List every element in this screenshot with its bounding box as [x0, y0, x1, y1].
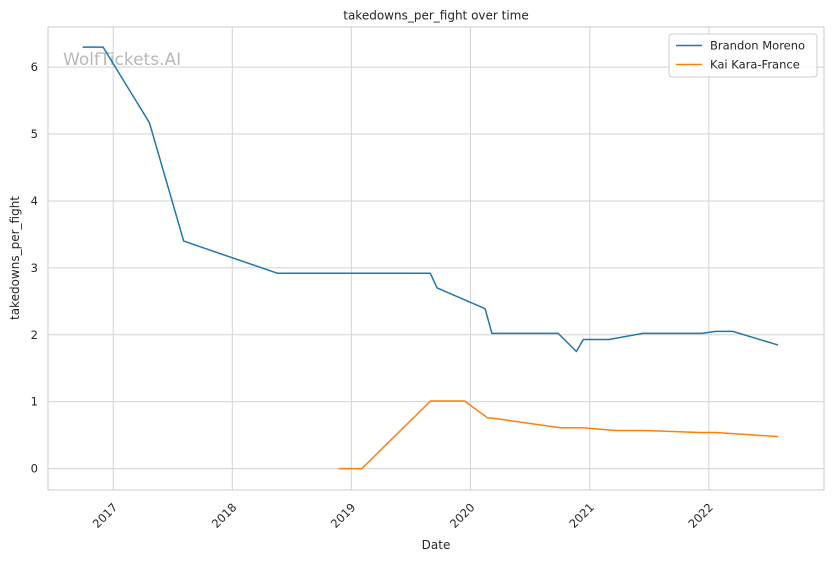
legend-label-brandon-moreno: Brandon Moreno — [710, 39, 805, 53]
data-point-brandon-moreno-16 — [732, 330, 734, 332]
data-point-kai-kara-france-12 — [776, 435, 779, 438]
data-point-kai-kara-france-8 — [614, 429, 616, 432]
watermark-text: WolfTickets.AI — [63, 50, 181, 70]
data-point-brandon-moreno-2 — [148, 122, 150, 124]
data-point-brandon-moreno-8 — [491, 332, 493, 334]
y-tick-label-4: 4 — [31, 194, 38, 208]
data-point-brandon-moreno-13 — [642, 332, 644, 334]
data-point-kai-kara-france-1 — [361, 468, 363, 470]
data-point-kai-kara-france-2 — [430, 400, 432, 402]
data-point-kai-kara-france-7 — [582, 427, 584, 429]
y-tick-labels: 0 1 2 3 4 5 6 — [31, 60, 38, 475]
data-point-brandon-moreno-7 — [484, 308, 486, 310]
data-point-kai-kara-france-5 — [493, 417, 495, 419]
data-point-brandon-moreno-17 — [776, 344, 779, 346]
data-point-kai-kara-france-3 — [463, 400, 466, 402]
data-point-kai-kara-france-6 — [559, 427, 562, 429]
plot-area-frame — [47, 26, 825, 491]
data-point-brandon-moreno-12 — [608, 338, 610, 341]
data-point-kai-kara-france-11 — [715, 431, 717, 434]
data-point-brandon-moreno-6 — [436, 287, 438, 289]
data-point-brandon-moreno-15 — [715, 330, 717, 332]
data-point-brandon-moreno-0 — [82, 46, 84, 48]
y-tick-label-1: 1 — [31, 395, 38, 409]
data-point-brandon-moreno-5 — [429, 272, 431, 274]
x-gridlines — [112, 27, 710, 490]
data-point-brandon-moreno-1 — [102, 46, 104, 48]
series-line-brandon-moreno — [82, 46, 779, 353]
data-point-brandon-moreno-10 — [575, 350, 578, 353]
y-axis-title: takedowns_per_fight — [8, 196, 22, 320]
y-tick-label-3: 3 — [31, 261, 38, 275]
y-tick-label-6: 6 — [31, 60, 38, 74]
y-tick-label-5: 5 — [31, 127, 38, 141]
data-point-brandon-moreno-11 — [582, 338, 584, 341]
data-point-kai-kara-france-0 — [338, 468, 340, 470]
data-point-brandon-moreno-3 — [183, 240, 185, 242]
legend: Brandon Moreno Kai Kara-France — [668, 33, 818, 78]
legend-label-kai-kara-france: Kai Kara-France — [710, 58, 800, 72]
data-point-brandon-moreno-4 — [276, 272, 278, 274]
y-tick-label-0: 0 — [31, 462, 38, 476]
series-layer — [82, 46, 779, 470]
legend-box — [668, 33, 818, 78]
data-point-kai-kara-france-10 — [699, 431, 701, 434]
data-point-brandon-moreno-9 — [557, 332, 559, 334]
x-axis-title: Date — [422, 538, 451, 552]
chart-title: takedowns_per_fight over time — [343, 9, 529, 23]
data-point-brandon-moreno-14 — [701, 332, 703, 334]
data-point-kai-kara-france-9 — [644, 429, 646, 432]
data-point-kai-kara-france-4 — [486, 417, 488, 419]
y-tick-label-2: 2 — [31, 328, 38, 342]
